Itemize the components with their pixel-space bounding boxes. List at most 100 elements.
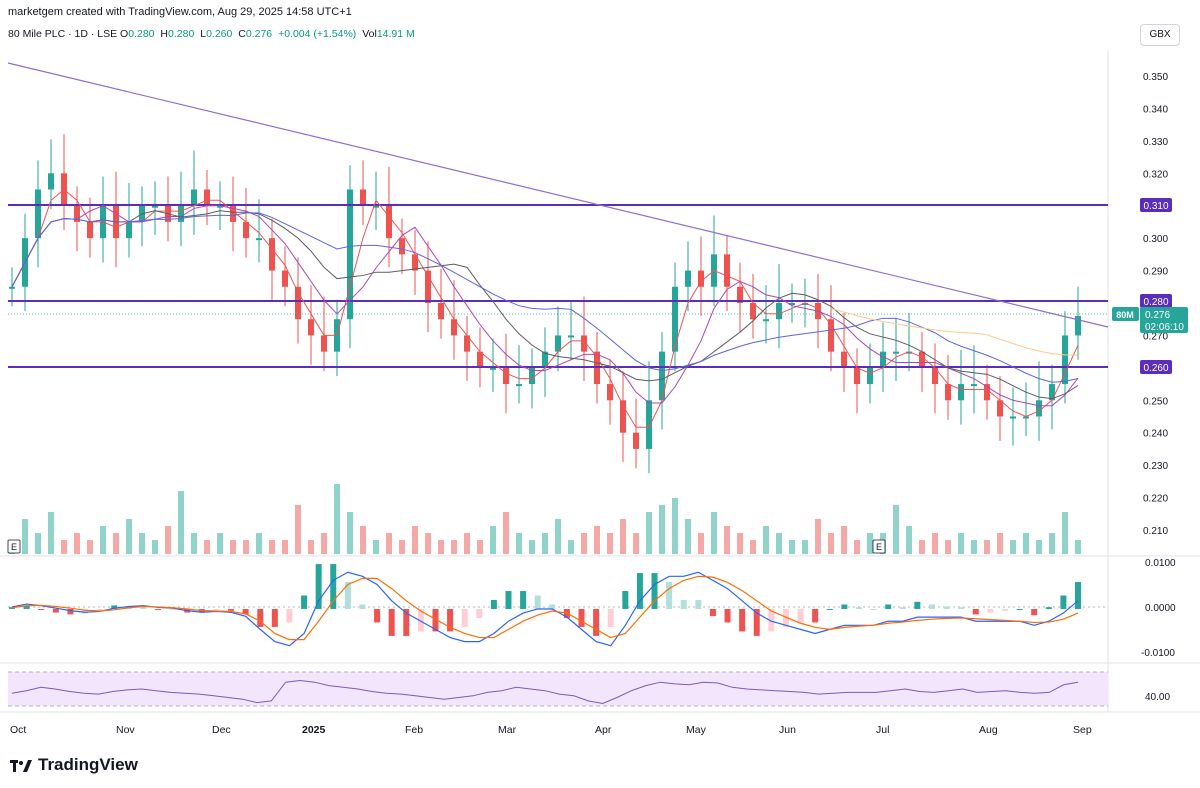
volume-bar (828, 533, 834, 554)
candle-body (1036, 400, 1042, 417)
symbol-ohlc-line: 80 Mile PLC · 1D · LSE O0.280 H0.280 L0.… (8, 28, 418, 40)
candle-body (737, 286, 743, 303)
volume-bar (763, 526, 769, 554)
volume-bar (867, 533, 873, 554)
candle-body (555, 335, 561, 352)
volume-bar (633, 533, 639, 554)
volume-bar (256, 533, 262, 554)
macd-bar (928, 604, 935, 609)
macd-bar (972, 608, 979, 615)
close-label: C (238, 28, 246, 40)
candle-body (48, 173, 54, 190)
time-label: 2025 (302, 724, 326, 736)
time-axis[interactable]: Oct Nov Dec 2025 Feb Mar Apr May Jun Jul… (10, 724, 1092, 736)
candle-body (997, 400, 1003, 417)
volume-bars (9, 484, 1081, 554)
volume-bar (412, 526, 418, 554)
candle-body (1049, 384, 1055, 401)
macd-line (11, 571, 1079, 647)
volume-bar (945, 540, 951, 554)
earnings-marker[interactable]: E (872, 539, 886, 554)
low-value: 0.260 (206, 28, 233, 40)
volume-bar (1049, 533, 1055, 554)
time-label: Dec (212, 724, 231, 736)
earnings-marker[interactable]: E (7, 539, 21, 554)
macd-bar (593, 608, 600, 636)
volume-bar (230, 540, 236, 554)
volume-bar (906, 526, 912, 554)
macd-bar (826, 608, 833, 610)
volume-bar (607, 533, 613, 554)
time-label: May (686, 724, 707, 736)
macd-bar (23, 605, 30, 609)
svg-text:0.310: 0.310 (1143, 201, 1168, 212)
chart-credit: marketgem created with TradingView.com, … (8, 6, 352, 18)
svg-text:E: E (876, 542, 882, 552)
volume-bar (542, 533, 548, 554)
volume-bar (152, 540, 158, 554)
volume-bar (360, 526, 366, 554)
candle-body (659, 351, 665, 401)
candle-body (841, 351, 847, 368)
downtrend-line (7, 62, 1109, 328)
macd-bar (286, 608, 293, 623)
candle-body (74, 205, 80, 222)
volume-bar (425, 533, 431, 554)
macd-bar (52, 608, 59, 613)
candle-body (399, 238, 405, 255)
candle-body (269, 238, 275, 271)
volume-bar (516, 533, 522, 554)
svg-text:80M: 80M (1116, 310, 1134, 320)
volume-bar (555, 519, 561, 554)
candle-body (932, 367, 938, 385)
volume-bar (529, 540, 535, 554)
macd-tick: 0.0000 (1145, 603, 1176, 614)
macd-bar (870, 608, 877, 610)
candle-body (1010, 416, 1016, 419)
macd-bar (607, 608, 614, 627)
candle-body (230, 205, 236, 222)
macd-bar (447, 608, 454, 632)
candle-body (204, 189, 210, 206)
candle-body (490, 367, 496, 370)
volume-bar (568, 540, 574, 554)
time-label: Jul (876, 724, 889, 736)
macd-bar (724, 608, 731, 623)
macd-bar (943, 606, 950, 609)
volume-bar (581, 533, 587, 554)
price-tick: 0.340 (1143, 104, 1168, 115)
volume-bar (204, 540, 210, 554)
macd-bar (315, 564, 322, 609)
macd-bar (228, 608, 235, 611)
volume-bar (659, 505, 665, 554)
macd-bar (301, 595, 308, 609)
candle-body (750, 303, 756, 320)
volume-bar (1010, 540, 1016, 554)
volume-bar (1075, 540, 1081, 554)
candle-body (451, 319, 457, 336)
volume-bar (854, 540, 860, 554)
volume-bar (919, 540, 925, 554)
moving-average-mid (11, 205, 1079, 407)
candle-body (646, 400, 652, 449)
volume-bar (815, 519, 821, 554)
candle-body (776, 303, 782, 320)
volume-label: Vol (362, 28, 377, 40)
price-tick: 0.290 (1143, 267, 1168, 278)
candle-body (152, 205, 158, 208)
macd-bar (257, 608, 264, 627)
candle-body (191, 189, 197, 206)
candle-body (724, 254, 730, 287)
candle-body (906, 351, 912, 354)
volume-bar (711, 512, 717, 554)
tradingview-logo[interactable]: TradingView (10, 755, 138, 775)
candle-body (347, 189, 353, 320)
candle-body (35, 189, 41, 239)
currency-button[interactable]: GBX (1140, 24, 1180, 46)
level-label-0310: 0.310 (1140, 198, 1172, 212)
macd-bar (651, 573, 658, 609)
volume-bar (789, 540, 795, 554)
volume-bar (841, 526, 847, 554)
level-label-0260: 0.260 (1140, 360, 1172, 374)
